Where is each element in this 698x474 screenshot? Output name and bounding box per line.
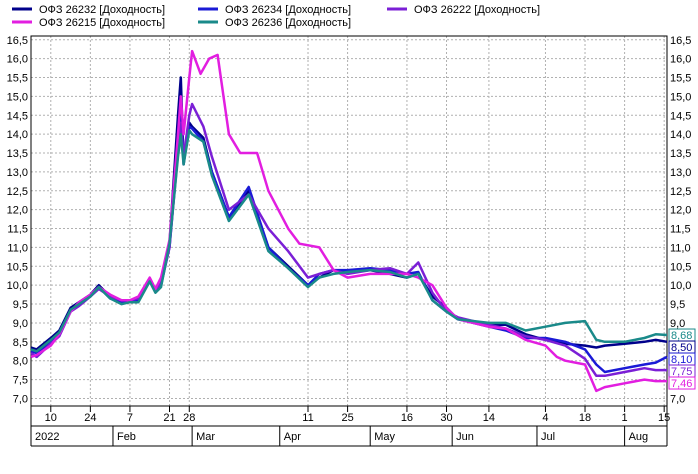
y-tick-label-left: 13,0 [7,167,28,179]
end-label-value: 7,46 [671,378,692,390]
legend-label: ОФЗ 26232 [Доходность] [39,4,165,16]
y-tick-label-left: 9,0 [13,318,28,330]
x-tick-label: 16 [401,412,413,424]
y-tick-label-left: 16,5 [7,35,28,47]
legend-label: ОФЗ 26234 [Доходность] [225,4,351,16]
x-month-label: Apr [284,431,301,443]
y-tick-label-left: 11,5 [7,224,28,236]
series-line [30,76,668,351]
x-month-label: 2022 [35,431,59,443]
y-tick-label-right: 9,0 [670,318,685,330]
y-tick-label-left: 11,0 [7,242,28,254]
y-tick-label-right: 13,5 [670,148,691,160]
end-label-box [668,376,696,390]
y-tick-label-left: 8,0 [13,356,28,368]
y-tick-label-left: 12,5 [7,186,28,198]
x-tick-label: 14 [483,412,495,424]
y-tick-label-right: 14,5 [670,110,691,122]
x-tick-label: 11 [302,412,313,424]
x-tick-label: 24 [84,412,96,424]
y-tick-label-right: 13,0 [670,167,691,179]
y-tick-label-right: 16,5 [670,35,691,47]
x-month-label: Jul [541,431,555,443]
x-tick-label: 1 [622,412,628,424]
x-tick-label: 25 [341,412,353,424]
series-line [30,110,668,374]
y-tick-label-left: 14,0 [7,129,28,141]
legend: ОФЗ 26232 [Доходность] ОФЗ 26234 [Доходно… [12,4,540,29]
y-tick-label-left: 9,5 [13,299,28,311]
y-tick-label-left: 12,0 [7,205,28,217]
x-tick-label: 10 [45,412,57,424]
y-tick-label-left: 10,0 [7,280,28,292]
x-month-label: Jun [456,431,474,443]
end-label-value: 7,75 [671,366,692,378]
x-tick-label: 4 [542,412,548,424]
series-line [30,102,667,378]
y-tick-label-right: 11,5 [670,224,691,236]
x-axis: 10 24 7 21 28 11 25 16 30 14 4 18 1 15 2022 Feb Mar Apr Ma… [30,406,670,447]
x-tick-label: 15 [658,412,670,424]
legend-label: ОФЗ 26222 [Доходность] [414,4,540,16]
legend-label: ОФЗ 26236 [Доходность] [225,17,351,29]
series-lines [30,49,668,393]
y-tick-label-left: 10,5 [7,261,28,273]
plot-frame [30,35,668,407]
y-tick-label-right: 9,5 [670,299,685,311]
y-tick-label-left: 14,5 [7,110,28,122]
y-tick-label-left: 15,0 [7,91,28,103]
x-tick-label: 28 [183,412,195,424]
x-month-label: Aug [629,431,649,443]
end-label-value: 8,10 [671,354,692,366]
y-tick-label-left: 7,0 [13,393,28,405]
x-month-label: Feb [117,431,136,443]
y-tick-label-left: 13,5 [7,148,28,160]
y-tick-label-right: 11,0 [670,242,691,254]
y-axis-left: 7,0 7,5 8,0 8,5 9,0 9,5 10,0 10,5 11,0 11,5 12,0 12… [7,35,28,406]
y-tick-label-left: 16,0 [7,54,28,66]
y-tick-label-right: 10,0 [670,280,691,292]
end-label-value: 8,50 [671,342,692,354]
x-tick-label: 7 [127,412,133,424]
series-line [30,129,668,353]
y-tick-label-right: 15,5 [670,73,691,85]
y-tick-label-right: 12,0 [670,205,691,217]
y-tick-label-right: 10,5 [670,261,691,273]
x-month-label: Mar [196,431,215,443]
y-tick-label-right: 12,5 [670,186,691,198]
end-labels: 8,688,508,107,757,46 [668,328,696,390]
y-tick-label-right: 14,0 [670,129,691,141]
y-tick-label-right: 16,0 [670,54,691,66]
y-tick-label-left: 7,5 [13,375,28,387]
x-tick-label: 21 [163,412,175,424]
series-line [30,49,667,393]
legend-label: ОФЗ 26215 [Доходность] [39,17,165,29]
y-tick-label-right: 15,0 [670,91,691,103]
end-label-value: 8,68 [671,330,692,342]
y-tick-label-left: 8,5 [13,337,28,349]
x-month-label: May [374,431,395,443]
y-tick-label-left: 15,5 [7,73,28,85]
x-tick-label: 18 [579,412,591,424]
y-tick-label-right: 7,0 [670,393,685,405]
x-tick-label: 30 [440,412,452,424]
